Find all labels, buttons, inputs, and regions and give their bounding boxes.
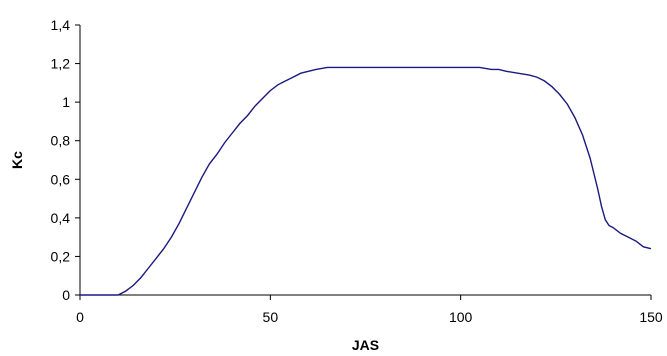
x-tick-label: 100 <box>449 309 473 325</box>
x-tick-label: 50 <box>263 309 279 325</box>
x-tick-label: 0 <box>76 309 84 325</box>
y-axis-title: Kc <box>9 151 25 169</box>
y-tick-label: 0 <box>62 287 70 303</box>
y-tick-label: 0,4 <box>51 210 71 226</box>
y-tick-label: 0,6 <box>51 171 71 187</box>
y-tick-label: 1,2 <box>51 56 71 72</box>
y-tick-label: 0,2 <box>51 248 71 264</box>
series-group <box>80 66 652 296</box>
y-tick-label: 1,4 <box>51 17 71 33</box>
y-tick-label: 0,8 <box>51 133 71 149</box>
series-line <box>80 66 652 296</box>
x-axis-title: JAS <box>352 337 379 353</box>
y-axis-ticks: 0 0,2 0,4 0,6 0,8 1 1,2 1,4 <box>51 17 80 303</box>
y-tick-label: 1 <box>62 94 70 110</box>
x-axis-ticks: 0 50 100 150 <box>76 295 663 325</box>
axes <box>79 25 651 296</box>
x-tick-label: 150 <box>639 309 663 325</box>
